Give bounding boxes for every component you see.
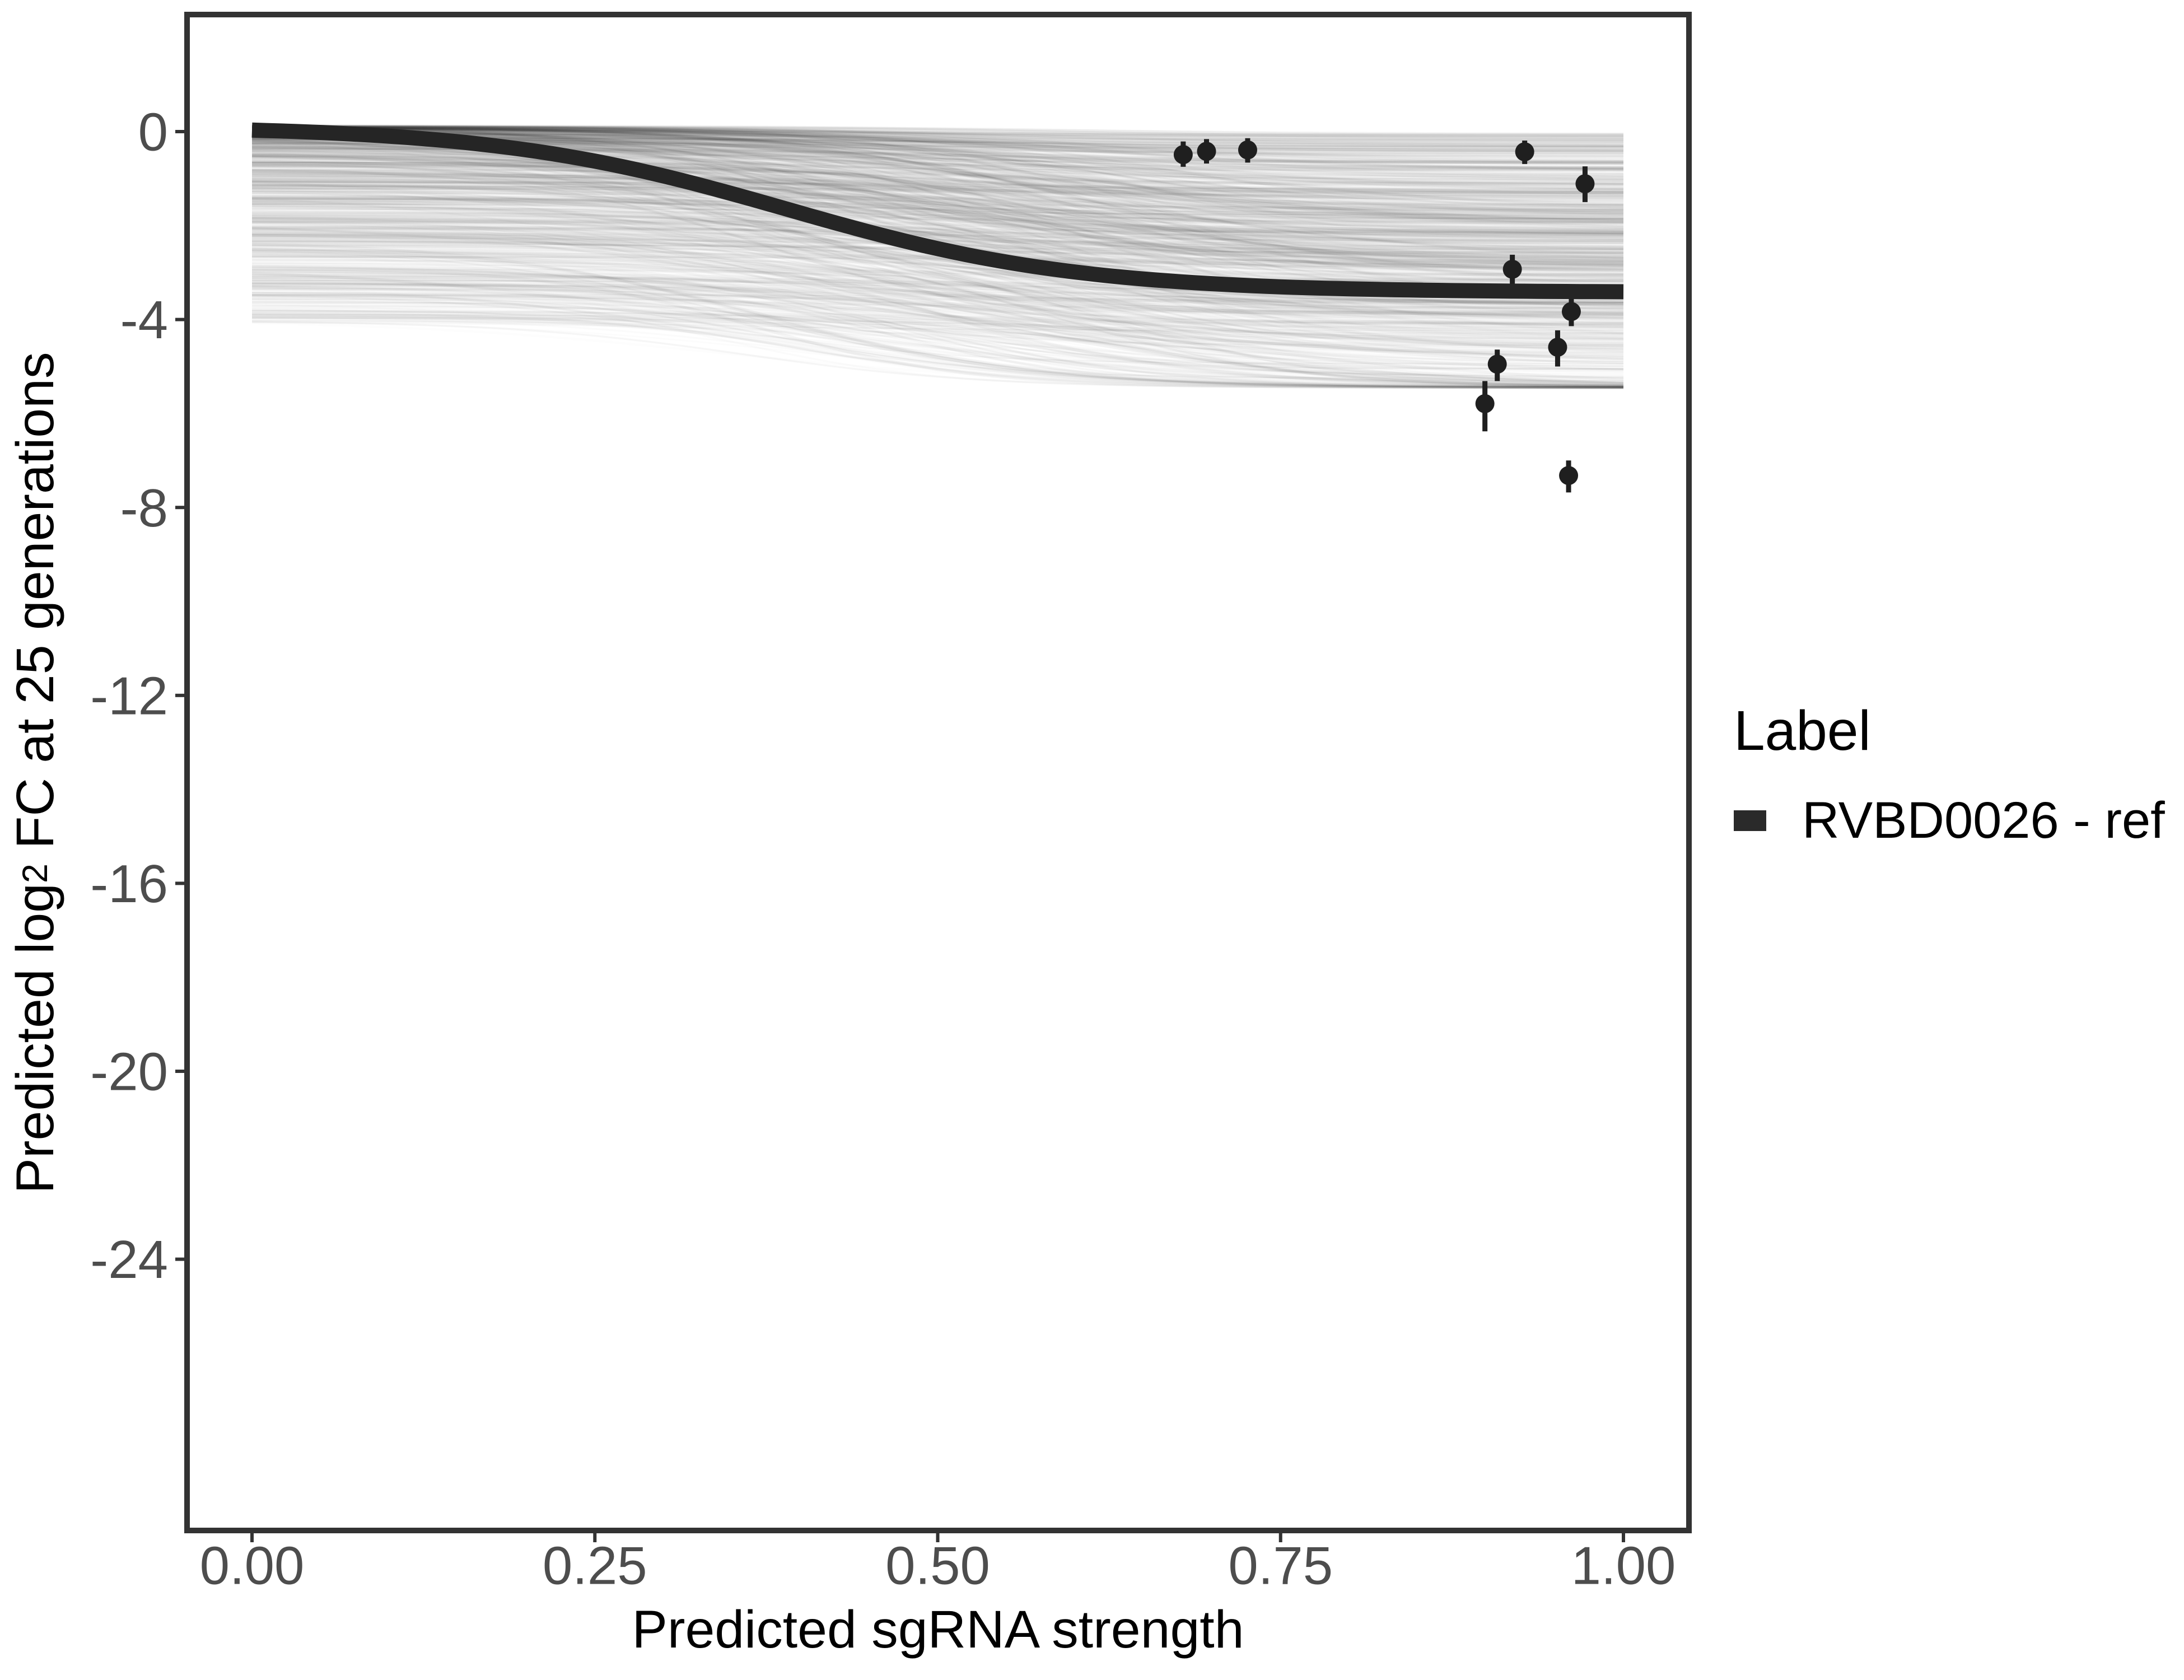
- data-point: [1548, 338, 1567, 357]
- x-tick-label: 1.00: [1571, 1536, 1676, 1596]
- x-tick-label: 0.75: [1228, 1536, 1333, 1596]
- y-tick-label: -8: [120, 478, 168, 538]
- main-curve: [251, 122, 1624, 300]
- data-point: [1502, 259, 1522, 279]
- pointrange-markers: [1173, 138, 1595, 493]
- pointrange: [1561, 297, 1581, 326]
- data-point: [1575, 174, 1595, 194]
- pointrange: [1238, 138, 1257, 163]
- y-tick-label: 0: [138, 102, 168, 162]
- pointrange: [1502, 254, 1522, 287]
- y-axis-title-suffix: FC at 25 generations: [5, 352, 65, 864]
- y-axis-title-prefix: Predicted log: [5, 883, 65, 1194]
- data-point: [1515, 142, 1534, 162]
- data-point: [1559, 466, 1579, 486]
- axis-ticks: [175, 130, 1625, 1542]
- y-axis-title: Predicted log 2 FC at 25 generations: [5, 352, 65, 1194]
- legend-title: Label: [1734, 699, 1871, 762]
- pointrange: [1197, 139, 1216, 164]
- pointrange: [1559, 460, 1579, 493]
- data-point: [1197, 142, 1216, 161]
- pointrange: [1487, 349, 1507, 381]
- panel-border: [184, 12, 1692, 1533]
- data-point: [1238, 140, 1257, 160]
- y-tick-label: -24: [90, 1230, 168, 1290]
- pointrange: [1475, 381, 1495, 432]
- legend-entry-label: RVBD0026 - ref: [1802, 792, 2165, 849]
- x-tick-label: 0.25: [543, 1536, 647, 1596]
- pointrange: [1173, 141, 1193, 167]
- legend-entry: RVBD0026 - ref: [1734, 791, 2165, 850]
- pointrange: [1575, 166, 1595, 202]
- x-tick-label: 0.00: [200, 1536, 305, 1596]
- legend-key-swatch: [1734, 810, 1766, 831]
- axis-tick-labels: 0.00 0.25 0.50 0.75 1.00 0 -4 -8 -12 -16 -20 -24: [90, 102, 1676, 1596]
- y-tick-label: -16: [90, 854, 168, 914]
- data-point: [1487, 354, 1507, 374]
- x-tick-label: 0.50: [885, 1536, 990, 1596]
- y-tick-label: -4: [120, 290, 168, 350]
- pointrange: [1548, 330, 1567, 367]
- y-tick-label: -12: [90, 666, 168, 726]
- x-axis-title: Predicted sgRNA strength: [632, 1600, 1244, 1659]
- ensemble-curves: [252, 126, 1623, 388]
- legend: Label RVBD0026 - ref: [1734, 699, 2165, 850]
- data-point: [1173, 145, 1193, 165]
- pointrange: [1515, 140, 1534, 164]
- data-point: [1475, 394, 1495, 413]
- y-tick-label: -20: [90, 1042, 168, 1102]
- data-point: [1561, 302, 1581, 321]
